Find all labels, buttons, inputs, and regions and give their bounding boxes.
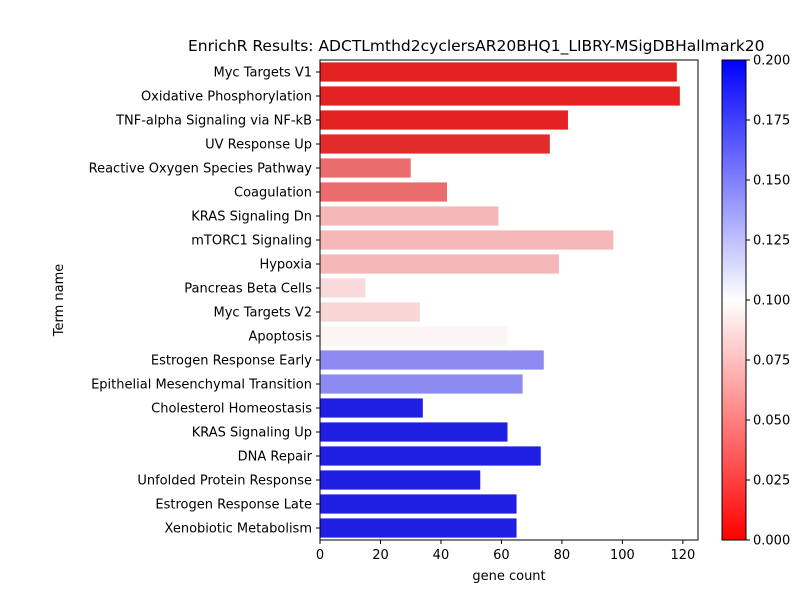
bar (320, 278, 366, 298)
bar (320, 398, 423, 418)
bar (320, 470, 481, 490)
x-tick-label: 100 (610, 548, 635, 563)
bar (320, 230, 614, 250)
colorbar-tick-label: 0.175 (753, 114, 790, 129)
y-tick-label: KRAS Signaling Up (192, 426, 312, 441)
y-tick-label: KRAS Signaling Dn (191, 210, 312, 225)
bar (320, 134, 550, 154)
y-tick-label: Reactive Oxygen Species Pathway (89, 162, 313, 177)
bar (320, 158, 411, 178)
y-axis-title: Term name (52, 264, 67, 338)
bar (320, 206, 499, 226)
y-tick-label: Oxidative Phosphorylation (141, 90, 312, 105)
colorbar-tick-label: 0.125 (753, 234, 790, 249)
bar (320, 422, 508, 442)
y-tick-label: Estrogen Response Early (151, 354, 312, 369)
y-tick-label: DNA Repair (238, 450, 313, 465)
y-tick-label: Xenobiotic Metabolism (165, 522, 312, 537)
colorbar-tick-label: 0.025 (753, 474, 790, 489)
y-axis-ticks: Myc Targets V1 Oxidative Phosphorylation T… (89, 66, 320, 537)
x-tick-label: 0 (316, 548, 324, 563)
y-tick-label: Apoptosis (248, 330, 312, 345)
y-tick-label: Epithelial Mesenchymal Transition (91, 378, 312, 393)
colorbar-tick-label: 0.075 (753, 354, 790, 369)
bar (320, 302, 420, 322)
colorbar-tick-label: 0.150 (753, 174, 790, 189)
colorbar (721, 59, 747, 541)
y-tick-label: Cholesterol Homeostasis (151, 402, 312, 417)
y-tick-label: Unfolded Protein Response (137, 474, 312, 489)
colorbar-tick-label: 0.000 (753, 534, 790, 549)
colorbar-ticks: 0.000 0.025 0.050 0.075 0.100 0.125 0.150 0.175… (746, 54, 790, 549)
bar (320, 374, 523, 394)
colorbar-tick-label: 0.100 (753, 294, 790, 309)
bar (320, 110, 568, 130)
x-tick-label: 60 (493, 548, 510, 563)
x-tick-label: 120 (670, 548, 695, 563)
chart-title: EnrichR Results: ADCTLmthd2cyclersAR20BH… (188, 37, 765, 56)
y-tick-label: Hypoxia (259, 258, 312, 273)
x-axis-ticks: 0 20 40 60 80 100 120 (316, 540, 695, 563)
bar (320, 182, 448, 202)
y-tick-label: mTORC1 Signaling (191, 234, 312, 249)
y-tick-label: Estrogen Response Late (155, 498, 312, 513)
bar (320, 518, 517, 538)
bars-group (320, 62, 680, 538)
bar (320, 446, 541, 466)
bar (320, 326, 508, 346)
x-tick-label: 80 (554, 548, 571, 563)
y-tick-label: TNF-alpha Signaling via NF-kB (115, 114, 312, 129)
y-tick-label: Pancreas Beta Cells (184, 282, 312, 297)
bar (320, 86, 680, 106)
plot-frame (319, 59, 699, 541)
y-tick-label: Myc Targets V1 (214, 66, 312, 81)
y-tick-label: Myc Targets V2 (214, 306, 312, 321)
bar (320, 350, 544, 370)
x-tick-label: 40 (433, 548, 450, 563)
bar (320, 494, 517, 514)
x-axis-title: gene count (472, 569, 545, 584)
bar (320, 62, 677, 82)
x-tick-label: 20 (372, 548, 389, 563)
y-tick-label: UV Response Up (205, 138, 312, 153)
bar (320, 254, 559, 274)
y-tick-label: Coagulation (234, 186, 312, 201)
colorbar-tick-label: 0.050 (753, 414, 790, 429)
colorbar-tick-label: 0.200 (753, 54, 790, 69)
